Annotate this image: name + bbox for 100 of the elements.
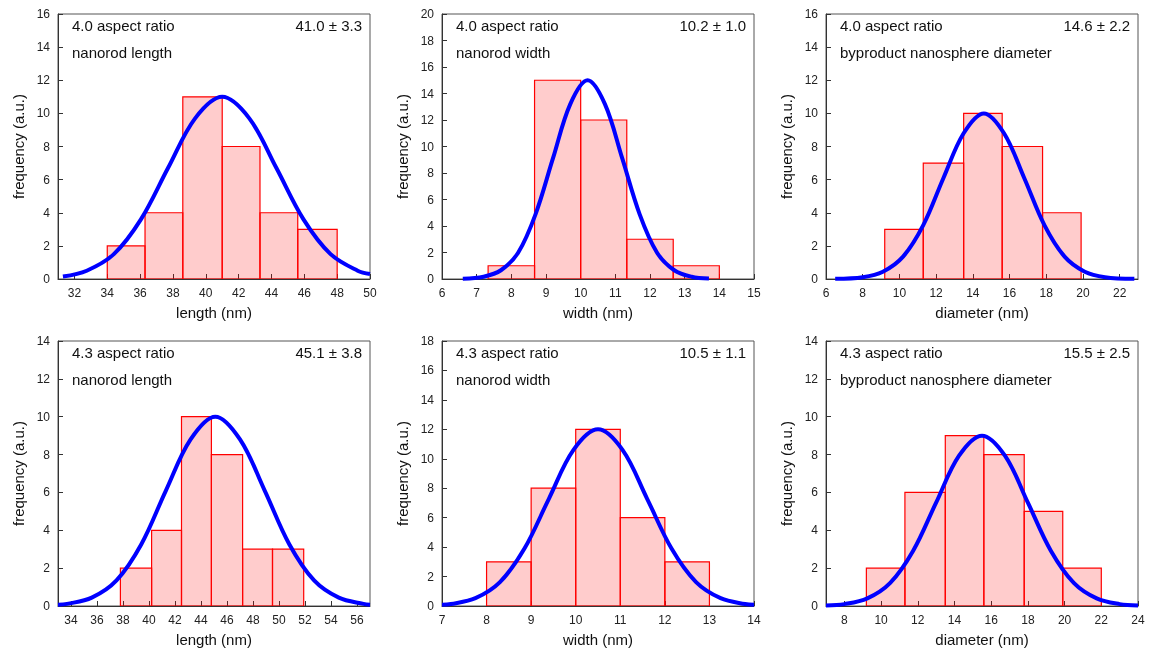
x-tick-label: 10 [573,286,588,300]
annotation: 45.1 ± 3.8 [295,344,363,361]
y-tick-label: 16 [420,363,435,378]
x-tick-label: 13 [702,613,717,627]
y-tick-label: 2 [811,238,819,253]
annotation: byproduct nanosphere diameter [840,44,1052,61]
y-tick-label: 6 [43,172,51,187]
y-tick-label: 8 [811,139,819,154]
annotation: nanorod width [456,371,551,388]
y-axis-title: frequency (a.u.) [777,93,795,200]
x-tick-label: 14 [747,613,761,627]
annotation: 41.0 ± 3.3 [295,17,363,34]
x-tick-label: 20 [1057,613,1072,627]
x-tick-label: 11 [609,286,622,300]
x-tick-label: 9 [542,286,550,300]
y-axis-title: frequency (a.u.) [9,420,27,527]
y-axis-title: frequency (a.u.) [9,93,27,200]
y-tick-label: 12 [420,422,435,437]
x-tick-label: 14 [966,286,980,300]
y-tick-label: 10 [36,409,51,424]
y-tick-label: 2 [811,561,819,576]
x-tick-label: 54 [324,613,338,627]
x-tick-label: 16 [1002,286,1017,300]
x-tick-label: 14 [712,286,727,300]
annotation: byproduct nanosphere diameter [840,371,1052,388]
x-tick-label: 12 [658,613,672,627]
y-tick-label: 0 [811,272,819,286]
x-axis-title: diameter (nm) [935,631,1029,648]
y-tick-label: 12 [36,73,51,88]
y-tick-label: 0 [811,599,819,613]
line-series [460,78,711,281]
annotation: nanorod width [456,44,551,61]
x-tick-label: 8 [507,286,515,300]
x-tick-label: 14 [947,613,962,627]
y-tick-label: 6 [427,192,435,207]
x-tick-label: 44 [194,613,208,627]
x-tick-label: 10 [874,613,889,627]
x-tick-label: 50 [272,613,286,627]
annotation: 4.3 aspect ratio [840,344,943,361]
y-tick-label: 14 [420,86,435,101]
y-tick-label: 6 [811,172,819,187]
x-tick-label: 18 [1039,286,1054,300]
x-tick-label: 46 [220,613,234,627]
y-tick-label: 12 [804,371,819,386]
x-tick-label: 8 [859,286,867,300]
x-tick-label: 10 [569,613,583,627]
y-axis-title: frequency (a.u.) [393,93,411,200]
x-tick-label: 7 [473,286,481,300]
x-tick-label: 15 [747,286,761,300]
y-tick-label: 6 [427,510,435,525]
y-tick-label: 0 [427,599,435,613]
x-tick-label: 6 [822,286,830,300]
x-tick-label: 46 [297,286,312,300]
y-tick-label: 2 [43,238,51,253]
y-tick-label: 10 [804,106,819,121]
x-tick-label: 56 [350,613,364,627]
y-tick-label: 14 [36,40,51,55]
y-axis-title: frequency (a.u.) [777,420,795,527]
x-tick-label: 40 [142,613,156,627]
x-tick-label: 7 [438,613,446,627]
y-tick-label: 18 [420,33,435,48]
x-tick-label: 22 [1094,613,1109,627]
x-tick-label: 34 [100,286,115,300]
annotation: 15.5 ± 2.5 [1063,344,1131,361]
x-tick-label: 12 [643,286,657,300]
y-tick-label: 4 [427,219,435,233]
y-tick-label: 14 [804,40,819,55]
y-axis-title: frequency (a.u.) [393,420,411,527]
x-tick-label: 38 [116,613,130,627]
y-tick-label: 6 [811,485,819,500]
x-tick-label: 20 [1076,286,1090,300]
x-axis-title: length (nm) [176,304,252,321]
x-tick-label: 18 [1021,613,1035,627]
y-tick-label: 4 [427,540,435,555]
x-tick-label: 48 [330,286,345,300]
y-tick-label: 6 [43,485,51,500]
x-tick-label: 24 [1131,613,1145,627]
x-tick-label: 36 [90,613,104,627]
y-tick-label: 0 [43,599,51,613]
y-tick-label: 8 [427,481,435,496]
y-tick-label: 2 [427,245,435,260]
x-tick-label: 36 [133,286,148,300]
y-tick-label: 20 [420,7,435,21]
y-tick-label: 10 [420,451,435,466]
y-tick-label: 10 [420,139,435,154]
y-tick-label: 16 [420,60,435,74]
x-tick-label: 22 [1112,286,1127,300]
x-tick-label: 13 [677,286,692,300]
y-tick-label: 4 [811,205,819,220]
y-tick-label: 16 [804,7,819,21]
y-tick-label: 2 [43,561,51,576]
x-tick-label: 50 [363,286,377,300]
x-tick-label: 16 [984,613,999,627]
annotation: 14.6 ± 2.2 [1063,17,1131,34]
y-tick-label: 12 [420,113,435,127]
x-tick-label: 34 [64,613,78,627]
y-tick-label: 16 [36,7,51,21]
y-tick-label: 14 [420,392,435,407]
y-tick-label: 4 [811,523,819,538]
x-tick-label: 12 [929,286,944,300]
